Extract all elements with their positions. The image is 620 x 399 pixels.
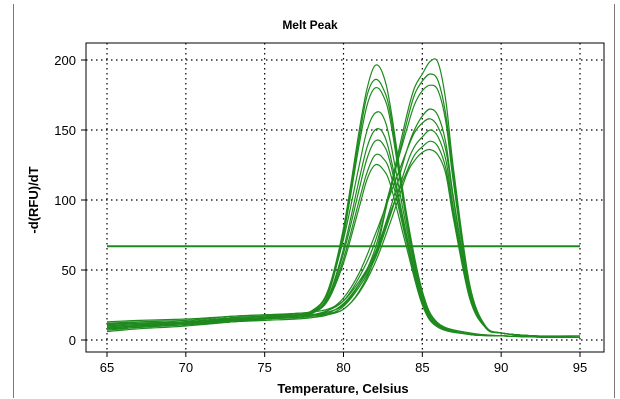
- melt-curve-3: [106, 87, 581, 338]
- melt-curve-1: [106, 64, 581, 338]
- x-tick-label: 95: [573, 360, 587, 375]
- x-tick-label: 75: [257, 360, 271, 375]
- melt-curve-14: [106, 129, 581, 338]
- chart-frame: [13, 4, 615, 398]
- series-group: [106, 58, 581, 338]
- y-axis-label: -d(RFU)/dT: [26, 166, 41, 233]
- melt-curve-9: [106, 58, 581, 338]
- y-tick-label: 0: [69, 333, 76, 348]
- x-tick-label: 85: [415, 360, 429, 375]
- melt-curve-16: [106, 148, 581, 338]
- x-tick-label: 65: [100, 360, 114, 375]
- axis-ticks: 65 70 75 80 85 90 95 0 50 100 150 200: [54, 53, 587, 375]
- x-tick-label: 90: [494, 360, 508, 375]
- y-tick-label: 200: [54, 53, 76, 68]
- grid: [86, 43, 604, 352]
- x-tick-label: 70: [179, 360, 193, 375]
- plot-area: [85, 42, 605, 353]
- y-tick-label: 100: [54, 193, 76, 208]
- x-tick-label: 80: [336, 360, 350, 375]
- chart-title: Melt Peak: [282, 18, 338, 32]
- y-tick-label: 50: [62, 263, 76, 278]
- y-tick-label: 150: [54, 123, 76, 138]
- x-axis-label: Temperature, Celsius: [277, 381, 408, 396]
